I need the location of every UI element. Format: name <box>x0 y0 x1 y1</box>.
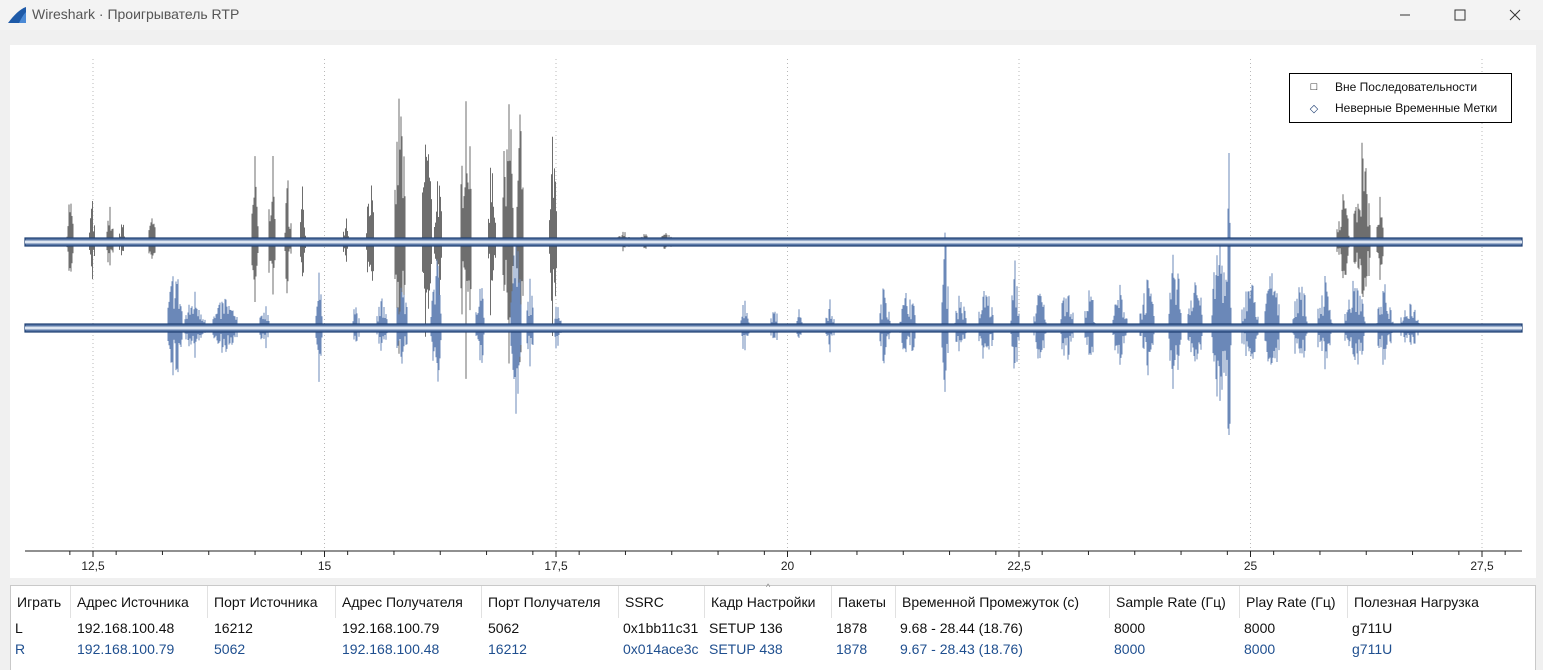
cell-payload: g711U <box>1352 620 1393 636</box>
waveform-burst <box>1010 260 1020 369</box>
close-icon <box>1509 9 1521 21</box>
table-row[interactable]: L 192.168.100.48 16212 192.168.100.79 50… <box>11 618 1535 639</box>
waveform-burst <box>941 232 949 392</box>
column-header-play[interactable]: Играть <box>11 586 71 618</box>
legend-item-out-of-sequence: □ Вне Последовательности <box>1290 77 1511 97</box>
waveform-burst <box>1292 286 1308 358</box>
waveform-burst <box>1336 194 1350 279</box>
table-header: ^ Играть Адрес Источника Порт Источника … <box>11 582 1535 618</box>
waveform-burst <box>1168 254 1182 389</box>
cell-ssrc: 0x014ace3c <box>623 641 699 657</box>
marker-band-highlight <box>25 326 1522 330</box>
cell-packets: 1878 <box>836 620 868 636</box>
column-header-ssrc[interactable]: SSRC <box>619 586 705 618</box>
cell-destination-port: 16212 <box>488 641 527 657</box>
cell-play[interactable]: R <box>15 641 26 657</box>
cell-destination-address: 192.168.100.48 <box>342 641 440 657</box>
maximize-icon <box>1454 9 1466 21</box>
diamond-marker-icon: ◇ <box>1309 102 1319 115</box>
close-button[interactable] <box>1492 0 1538 30</box>
waveform-burst <box>1353 142 1371 297</box>
column-header-source-address[interactable]: Адрес Источника <box>71 586 208 618</box>
cell-source-address: 192.168.100.79 <box>77 641 175 657</box>
waveform-burst <box>268 156 276 295</box>
column-header-source-port[interactable]: Порт Источника <box>208 586 336 618</box>
x-axis-tick-label: 27,5 <box>1470 559 1494 573</box>
minimize-icon <box>1400 14 1410 16</box>
cell-payload: g711U <box>1352 641 1393 657</box>
wireshark-fin-icon <box>8 7 26 23</box>
time-axis: 12,5 15 17,5 20 22,5 25 27,5 <box>25 550 1522 573</box>
waveform-burst <box>1264 273 1280 365</box>
waveform-burst <box>1226 153 1232 435</box>
x-axis-tick-label: 22,5 <box>1007 559 1031 573</box>
x-axis-tick-label: 20 <box>781 559 795 573</box>
column-header-sample-rate[interactable]: Sample Rate (Гц) <box>1110 586 1240 618</box>
cell-play-rate: 8000 <box>1244 641 1276 657</box>
waveform-burst <box>300 186 306 277</box>
title-bar: Wireshark · Проигрыватель RTP <box>0 0 1543 30</box>
legend-item-wrong-timestamps: ◇ Неверные Временные Метки <box>1309 101 1498 115</box>
cell-packets: 1878 <box>836 641 868 657</box>
waveform-burst <box>526 278 534 367</box>
cell-destination-address: 192.168.100.79 <box>342 620 440 636</box>
cell-ssrc: 0x1bb11c31 <box>623 620 699 636</box>
cell-setup-frame: SETUP 136 <box>709 620 783 636</box>
waveform-burst <box>251 156 259 302</box>
maximize-button[interactable] <box>1437 0 1483 30</box>
window-title: Wireshark · Проигрыватель RTP <box>32 6 240 22</box>
waveform-burst <box>899 293 917 353</box>
waveform-burst <box>1317 276 1333 370</box>
table-row[interactable]: R 192.168.100.79 5062 192.168.100.48 162… <box>11 639 1535 660</box>
waveform-plot[interactable]: 12,5 15 17,5 20 22,5 25 27,5 □ Вне Последовате… <box>10 45 1536 578</box>
waveform-burst <box>430 259 442 382</box>
x-axis-tick-label: 25 <box>1244 559 1258 573</box>
waveform-burst <box>1211 239 1229 401</box>
plot-legend: □ Вне Последовательности ◇ Неверные Врем… <box>1289 73 1512 123</box>
waveform-burst <box>1084 290 1096 355</box>
cell-setup-frame: SETUP 438 <box>709 641 783 657</box>
cell-play[interactable]: L <box>15 620 23 636</box>
cell-time-span: 9.67 - 28.43 (18.76) <box>900 641 1023 657</box>
square-marker-icon: □ <box>1310 81 1318 93</box>
cell-destination-port: 5062 <box>488 620 520 636</box>
cell-time-span: 9.68 - 28.44 (18.76) <box>900 620 1023 636</box>
waveform-burst <box>284 180 292 294</box>
cell-source-port: 5062 <box>214 641 246 657</box>
waveform-burst <box>1187 282 1203 362</box>
marker-band-highlight <box>25 240 1522 244</box>
waveform-burst <box>366 185 374 281</box>
cell-source-port: 16212 <box>214 620 253 636</box>
cell-source-address: 192.168.100.48 <box>77 620 175 636</box>
x-axis-tick-label: 15 <box>318 559 332 573</box>
column-header-time-span[interactable]: Временной Промежуток (с) <box>896 586 1110 618</box>
x-axis-tick-label: 17,5 <box>544 559 568 573</box>
column-header-setup-frame[interactable]: Кадр Настройки <box>705 586 832 618</box>
cell-sample-rate: 8000 <box>1114 641 1146 657</box>
cell-play-rate: 8000 <box>1244 620 1276 636</box>
column-header-payload[interactable]: Полезная Нагрузка <box>1354 594 1479 610</box>
cell-sample-rate: 8000 <box>1114 620 1146 636</box>
column-header-packets[interactable]: Пакеты <box>832 586 896 618</box>
stream-table[interactable]: ^ Играть Адрес Источника Порт Источника … <box>10 582 1536 670</box>
right-channel-waveform <box>167 153 1420 435</box>
marker-bands <box>24 237 1523 333</box>
sort-indicator-icon: ^ <box>766 582 771 592</box>
waveform-burst <box>549 136 557 336</box>
waveform-burst <box>106 206 114 266</box>
minimize-button[interactable] <box>1382 0 1428 30</box>
column-header-destination-port[interactable]: Порт Получателя <box>482 586 619 618</box>
x-axis-tick-label: 12,5 <box>81 559 105 573</box>
column-header-play-rate[interactable]: Play Rate (Гц) <box>1240 586 1348 618</box>
waveform-canvas[interactable]: 12,5 15 17,5 20 22,5 25 27,5 <box>10 45 1536 578</box>
column-header-destination-address[interactable]: Адрес Получателя <box>336 586 482 618</box>
